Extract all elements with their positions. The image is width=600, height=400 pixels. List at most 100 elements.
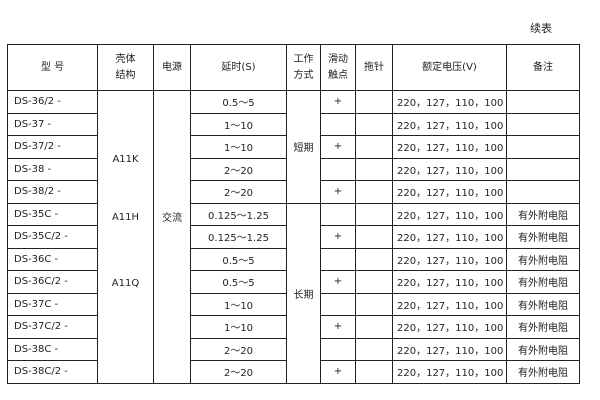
note-cell xyxy=(506,157,580,181)
model-cell: DS-37 - xyxy=(7,112,98,136)
note-cell xyxy=(506,90,580,114)
model-cell: DS-37/2 - xyxy=(7,135,98,159)
header-shell: 壳体 结构 xyxy=(97,44,154,91)
header-pointer: 拖针 xyxy=(355,44,393,91)
slide-cell xyxy=(320,112,356,136)
note-cell: 有外附电阻 xyxy=(506,247,580,271)
table-row: DS-36C - 0.5～5 220，127，110，100 有外附电阻 xyxy=(7,247,580,271)
header-model: 型 号 xyxy=(7,44,98,91)
pointer-cell xyxy=(355,157,393,181)
model-cell: DS-35C/2 - xyxy=(7,225,98,249)
note-cell: 有外附电阻 xyxy=(506,315,580,339)
model-cell: DS-38C/2 - xyxy=(7,360,98,384)
slide-cell xyxy=(320,157,356,181)
delay-cell: 0.5～5 xyxy=(190,270,287,294)
pointer-cell xyxy=(355,360,393,384)
header-row: 型 号 壳体 结构 电源 延时(S) 工作 方式 滑动 触点 拖针 额定电压(V… xyxy=(7,44,580,91)
delay-cell: 0.5～5 xyxy=(190,90,287,114)
model-cell: DS-35C - xyxy=(7,202,98,226)
note-cell: 有外附电阻 xyxy=(506,337,580,361)
table-row: DS-37C/2 - 1～10 +220，127，110，100 有外附电阻 xyxy=(7,315,580,339)
slide-cell: + xyxy=(320,90,356,114)
voltage-cell: 220，127，110，100 xyxy=(392,202,507,226)
continued-label: 续表 xyxy=(530,22,552,35)
table-row: DS-38/2 - 2～20 +220，127，110，100 xyxy=(7,180,580,204)
delay-cell: 2～20 xyxy=(190,337,287,361)
table-row: DS-38C - 2～20 220，127，110，100 有外附电阻 xyxy=(7,337,580,361)
pointer-cell xyxy=(355,112,393,136)
pointer-cell xyxy=(355,247,393,271)
table-row: DS-37/2 - 1～10 +220，127，110，100 xyxy=(7,135,580,159)
pointer-cell xyxy=(355,180,393,204)
header-mode: 工作 方式 xyxy=(286,44,321,91)
slide-cell xyxy=(320,202,356,226)
header-delay: 延时(S) xyxy=(190,44,287,91)
note-cell xyxy=(506,135,580,159)
note-cell: 有外附电阻 xyxy=(506,225,580,249)
power-value: 交流 xyxy=(162,213,182,224)
voltage-cell: 220，127，110，100 xyxy=(392,112,507,136)
slide-cell: + xyxy=(320,180,356,204)
pointer-cell xyxy=(355,270,393,294)
slide-cell: + xyxy=(320,135,356,159)
slide-cell xyxy=(320,247,356,271)
header-slide: 滑动 触点 xyxy=(320,44,356,91)
note-cell: 有外附电阻 xyxy=(506,270,580,294)
shell-a: A11K xyxy=(112,154,139,165)
delay-cell: 2～20 xyxy=(190,180,287,204)
voltage-cell: 220，127，110，100 xyxy=(392,90,507,114)
table-row: DS-36/2 - A11K A11H A11Q 交流 0.5～5 短期 +220，127，1… xyxy=(7,90,580,384)
pointer-cell xyxy=(355,292,393,316)
delay-cell: 2～20 xyxy=(190,157,287,181)
voltage-cell: 220，127，110，100 xyxy=(392,292,507,316)
voltage-cell: 220，127，110，100 xyxy=(392,337,507,361)
voltage-cell: 220，127，110，100 xyxy=(392,157,507,181)
model-cell: DS-38 - xyxy=(7,157,98,181)
model-cell: DS-36/2 - xyxy=(7,90,98,114)
voltage-cell: 220，127，110，100 xyxy=(392,270,507,294)
delay-cell: 1～10 xyxy=(190,112,287,136)
header-note: 备注 xyxy=(506,44,580,91)
pointer-cell xyxy=(355,90,393,114)
voltage-cell: 220，127，110，100 xyxy=(392,315,507,339)
shell-cell: A11K A11H A11Q xyxy=(97,90,154,384)
mode-long: 长期 xyxy=(286,202,321,384)
relay-spec-table: 型 号 壳体 结构 电源 延时(S) 工作 方式 滑动 触点 拖针 额定电压(V… xyxy=(7,44,580,384)
delay-cell: 1～10 xyxy=(190,135,287,159)
pointer-cell xyxy=(355,135,393,159)
voltage-cell: 220，127，110，100 xyxy=(392,225,507,249)
table-row: DS-35C/2 - 0.125～1.25 +220，127，110，100 有外附电… xyxy=(7,225,580,249)
pointer-cell xyxy=(355,202,393,226)
mode-short: 短期 xyxy=(286,90,321,204)
model-cell: DS-36C - xyxy=(7,247,98,271)
slide-cell xyxy=(320,337,356,361)
slide-cell xyxy=(320,292,356,316)
voltage-cell: 220，127，110，100 xyxy=(392,135,507,159)
delay-cell: 2～20 xyxy=(190,360,287,384)
model-cell: DS-37C/2 - xyxy=(7,315,98,339)
delay-cell: 1～10 xyxy=(190,315,287,339)
header-power: 电源 xyxy=(153,44,191,91)
note-cell: 有外附电阻 xyxy=(506,292,580,316)
model-cell: DS-36C/2 - xyxy=(7,270,98,294)
delay-cell: 1～10 xyxy=(190,292,287,316)
table-row: DS-37C - 1～10 220，127，110，100 有外附电阻 xyxy=(7,292,580,316)
model-cell: DS-37C - xyxy=(7,292,98,316)
note-cell: 有外附电阻 xyxy=(506,360,580,384)
pointer-cell xyxy=(355,315,393,339)
pointer-cell xyxy=(355,337,393,361)
header-voltage: 额定电压(V) xyxy=(392,44,507,91)
voltage-cell: 220，127，110，100 xyxy=(392,247,507,271)
delay-cell: 0.125～1.25 xyxy=(190,225,287,249)
table-row: DS-38C/2 - 2～20 +220，127，110，100 有外附电阻 xyxy=(7,360,580,384)
slide-cell: + xyxy=(320,360,356,384)
slide-cell: + xyxy=(320,315,356,339)
table-row: DS-35C -0.125～1.25 长期 220，127，110，100 有外附电阻 xyxy=(7,202,580,384)
voltage-cell: 220，127，110，100 xyxy=(392,180,507,204)
delay-cell: 0.5～5 xyxy=(190,247,287,271)
note-cell xyxy=(506,180,580,204)
model-cell: DS-38C - xyxy=(7,337,98,361)
pointer-cell xyxy=(355,225,393,249)
table-row: DS-37 - 1～10 220，127，110，100 xyxy=(7,112,580,136)
note-cell xyxy=(506,112,580,136)
